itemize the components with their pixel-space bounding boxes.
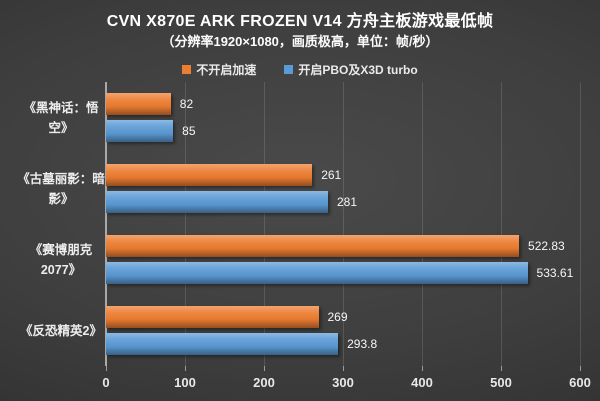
x-tick-label: 100 [174, 375, 196, 390]
x-tick-label: 0 [102, 375, 110, 390]
x-tick-label: 400 [411, 375, 433, 390]
value-label: 82 [179, 97, 194, 111]
category-label: 《赛博朋克 2077》 [29, 242, 93, 277]
legend-item: 开启PBO及X3D turbo [284, 61, 418, 78]
bar-no-boost [106, 164, 313, 186]
bar-pbo-x3d [106, 333, 339, 355]
tick-mark [580, 366, 581, 371]
legend-item: 不开启加速 [182, 61, 256, 78]
tick-mark [343, 366, 344, 371]
gridline [580, 82, 581, 366]
x-tick-label: 600 [569, 375, 591, 390]
category-label: 《反恐精英2》 [20, 323, 102, 338]
legend-label: 不开启加速 [196, 63, 257, 77]
bar-row: 522.83 [106, 235, 580, 257]
value-label: 522.83 [528, 239, 565, 253]
bar-pbo-x3d [106, 191, 328, 213]
bar-row: 281 [106, 191, 580, 213]
legend-swatch-icon [284, 65, 294, 74]
tick-mark [421, 366, 423, 371]
category-label: 《黑神话：悟 空》 [23, 100, 99, 135]
bar-no-boost [106, 306, 319, 328]
plot-column: 82 85 261 281 522.83 533.61 269 293.8 0 100 200 30… [102, 82, 591, 399]
bar-group: 82 85 [106, 82, 580, 153]
category-label: 《古墓丽影：暗 影》 [17, 171, 105, 206]
x-tick-label: 200 [253, 375, 275, 390]
tick-mark [263, 366, 265, 371]
gridline [263, 82, 265, 366]
legend-swatch-icon [182, 65, 192, 74]
y-axis-line [105, 82, 107, 366]
bar-row: 293.8 [106, 333, 580, 355]
chart-subtitle: （分辨率1920×1080，画质极高，单位：帧/秒） [161, 34, 439, 49]
bar-group: 522.83 533.61 [106, 224, 580, 295]
gridline [184, 82, 186, 366]
bar-row: 533.61 [106, 262, 580, 284]
x-tick-label: 500 [490, 375, 512, 390]
category-column: 《黑神话：悟 空》 《古墓丽影：暗 影》 《赛博朋克 2077》《反恐精英2》 [16, 82, 106, 399]
plot-area: 82 85 261 281 522.83 533.61 269 293.8 [105, 82, 581, 366]
value-label: 261 [321, 168, 342, 182]
bar-group: 269 293.8 [106, 295, 580, 366]
gridline [501, 82, 502, 366]
x-axis: 0 100 200 300 400 500 600 [102, 366, 591, 399]
bar-row: 261 [106, 164, 580, 186]
tick-mark [184, 366, 186, 371]
tick-mark [501, 366, 502, 371]
bar-row: 85 [106, 120, 580, 142]
legend-label: 开启PBO及X3D turbo [298, 63, 418, 77]
bar-no-boost [106, 235, 520, 257]
plot-wrap: 《黑神话：悟 空》 《古墓丽影：暗 影》 《赛博朋克 2077》《反恐精英2》 82… [16, 82, 591, 399]
bar-no-boost [106, 93, 171, 115]
value-label: 293.8 [347, 337, 378, 351]
value-label: 269 [327, 310, 348, 324]
value-label: 85 [182, 124, 196, 138]
bar-pbo-x3d [106, 262, 528, 284]
bar-row: 82 [106, 93, 580, 115]
chart-title: CVN X870E ARK FROZEN V14 方舟主板游戏最低帧 [106, 13, 494, 30]
gridline [343, 82, 344, 366]
gridline [421, 82, 423, 366]
tick-mark [106, 366, 107, 371]
value-label: 533.61 [536, 266, 574, 280]
bar-group: 261 281 [106, 153, 580, 224]
bar-pbo-x3d [106, 120, 174, 142]
chart-legend: 不开启加速 开启PBO及X3D turbo [0, 61, 600, 78]
value-label: 281 [336, 195, 358, 209]
x-tick-label: 300 [332, 375, 354, 390]
bar-row: 269 [106, 306, 580, 328]
